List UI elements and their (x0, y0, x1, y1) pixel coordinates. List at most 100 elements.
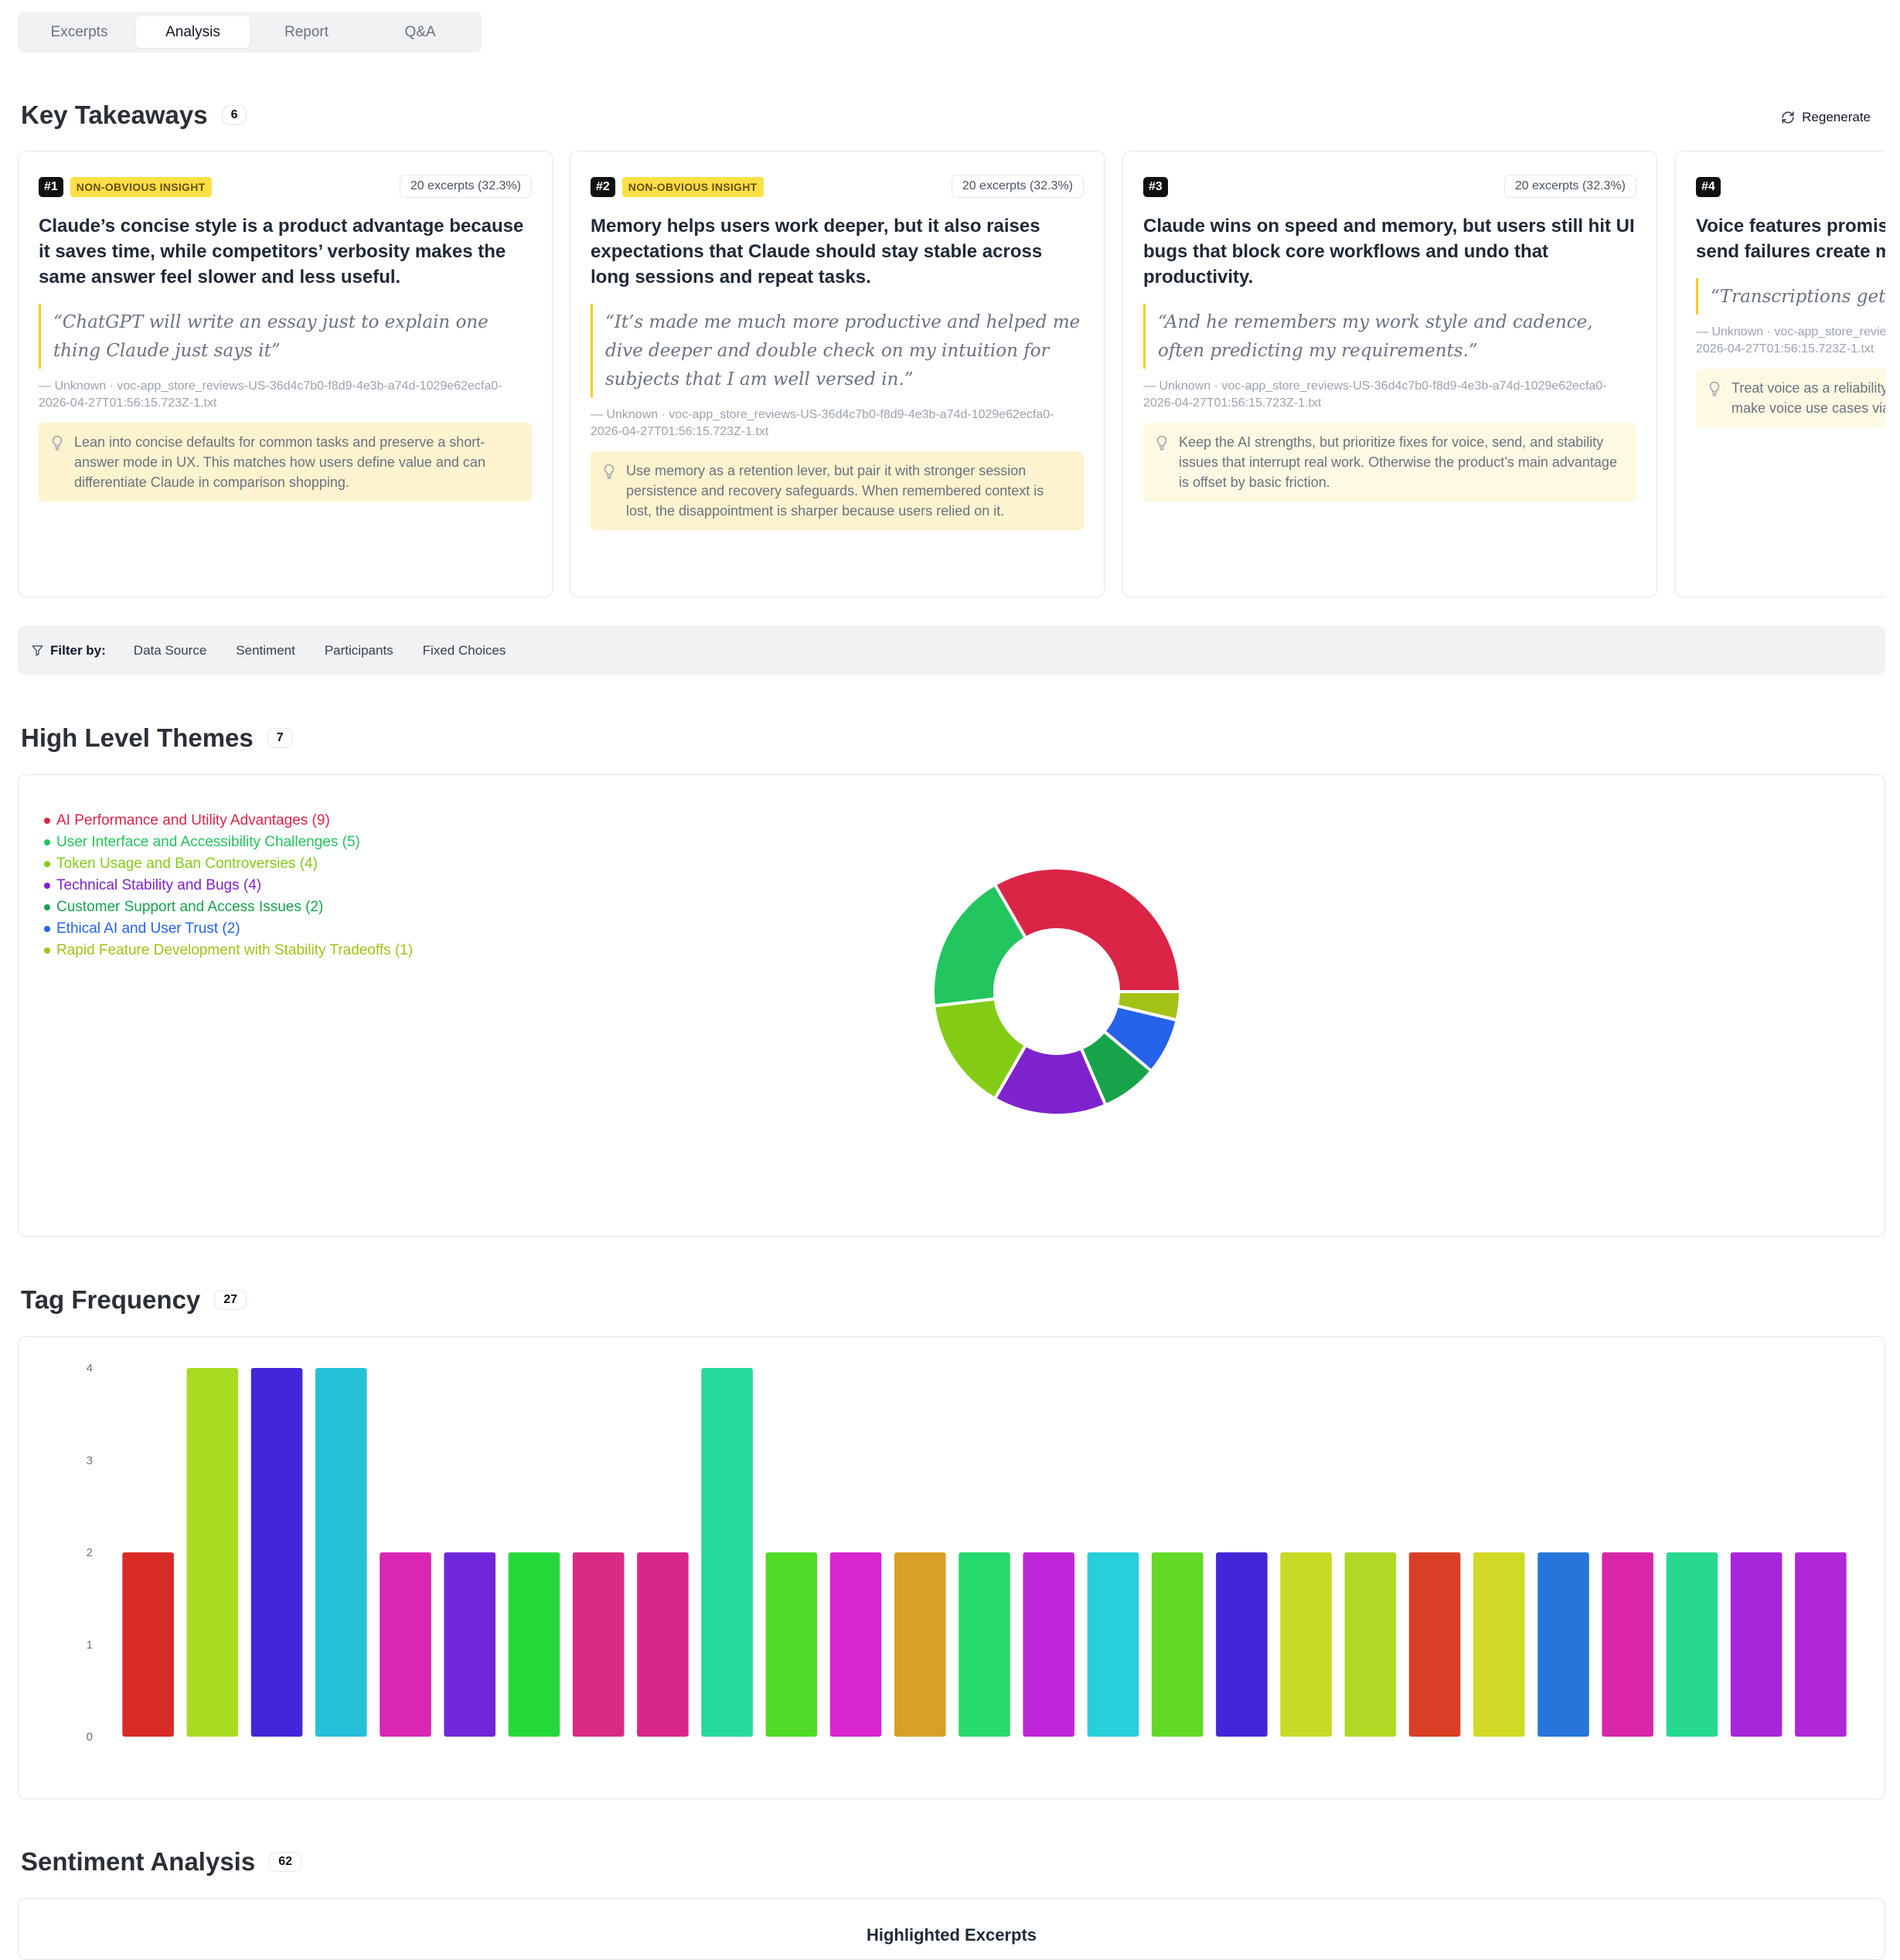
legend-item[interactable]: User Interface and Accessibility Challen… (44, 832, 413, 853)
takeaway-title: Claude’s concise style is a product adva… (39, 216, 524, 288)
insight-badge: NON-OBVIOUS INSIGHT (70, 177, 212, 197)
tag-bar[interactable] (894, 1552, 946, 1737)
takeaway-card-2[interactable]: #2 NON-OBVIOUS INSIGHT 20 excerpts (32.3… (570, 151, 1105, 597)
legend-dot (44, 818, 50, 824)
tag-bar[interactable] (250, 1368, 303, 1737)
tag-frequency-title: Tag Frequency (21, 1285, 201, 1314)
lightbulb-icon (52, 435, 63, 451)
tag-bar[interactable] (444, 1552, 496, 1737)
takeaway-number: #3 (1143, 177, 1168, 197)
tag-bar[interactable] (1344, 1552, 1397, 1737)
tag-bar[interactable] (1023, 1552, 1075, 1737)
takeaway-carousel[interactable]: #1 NON-OBVIOUS INSIGHT 20 excerpts (32.3… (18, 151, 1885, 603)
tab-analysis[interactable]: Analysis (136, 16, 250, 48)
filter-participants[interactable]: Participants (324, 642, 393, 658)
excerpt-count[interactable]: 20 excerpts (32.3%) (399, 175, 532, 198)
tab-excerpts[interactable]: Excerpts (50, 24, 108, 40)
tag-bar[interactable] (829, 1552, 882, 1737)
tag-bar[interactable] (1216, 1552, 1268, 1737)
takeaway-title: Voice features promise speed, but transc… (1696, 216, 1885, 262)
filter-data-source[interactable]: Data Source (133, 642, 207, 658)
sentiment-analysis-header: Sentiment Analysis 62 (21, 1847, 302, 1877)
lightbulb-icon (604, 464, 615, 479)
highlighted-excerpts-title: Highlighted Excerpts (866, 1925, 1037, 1945)
tag-bar[interactable] (1087, 1552, 1139, 1737)
takeaway-number: #4 (1696, 177, 1721, 197)
donut-slice[interactable] (993, 866, 1183, 993)
view-tabs: Excerpts Analysis Report Q&A (18, 12, 482, 53)
lightbulb-icon (1709, 381, 1720, 396)
key-takeaways-header: Key Takeaways 6 (21, 100, 247, 130)
tab-report[interactable]: Report (284, 24, 329, 40)
tag-bar[interactable] (1408, 1552, 1461, 1737)
tag-bar[interactable] (1473, 1552, 1525, 1737)
tag-bar[interactable] (508, 1552, 560, 1737)
excerpt-count[interactable]: 20 excerpts (32.3%) (951, 175, 1084, 198)
tab-qa[interactable]: Q&A (404, 24, 436, 40)
sentiment-analysis-count: 62 (269, 1852, 302, 1872)
filter-bar: Filter by: Data Source Sentiment Partici… (18, 626, 1885, 675)
tag-bar[interactable] (186, 1368, 239, 1737)
recommendation: Use memory as a retention lever, but pai… (591, 451, 1084, 530)
quote-source: — Unknown · voc-app_store_reviews-US-36d… (1143, 379, 1607, 410)
donut-slice[interactable] (993, 1043, 1108, 1117)
tag-bar[interactable] (380, 1552, 431, 1737)
takeaway-card-1[interactable]: #1 NON-OBVIOUS INSIGHT 20 excerpts (32.3… (18, 151, 553, 597)
recommendation: Keep the AI strengths, but prioritize fi… (1143, 423, 1636, 502)
legend-item[interactable]: AI Performance and Utility Advantages (9… (44, 810, 413, 832)
tag-bar[interactable] (765, 1552, 818, 1737)
themes-panel: AI Performance and Utility Advantages (9… (18, 774, 1885, 1237)
legend-dot (44, 883, 50, 889)
donut-slice[interactable] (931, 882, 1028, 1008)
tag-bar[interactable] (1666, 1552, 1718, 1737)
regenerate-label: Regenerate (1802, 110, 1871, 124)
legend-label: Technical Stability and Bugs (4) (56, 877, 262, 893)
tag-bar[interactable] (1730, 1552, 1783, 1737)
takeaway-card-4[interactable]: #4 Voice features promise speed, but tra… (1675, 151, 1885, 597)
card-header: #1 NON-OBVIOUS INSIGHT 20 excerpts (32.3… (39, 173, 532, 201)
card-header: #3 20 excerpts (32.3%) (1143, 173, 1636, 201)
takeaway-quote: “Transcriptions get cut off during recor… (1696, 278, 1885, 315)
quote-source: — Unknown · voc-app_store_reviews-US-36d… (39, 379, 502, 410)
tag-bar[interactable] (959, 1552, 1010, 1737)
refresh-icon (1782, 111, 1794, 124)
takeaway-quote: “ChatGPT will write an essay just to exp… (39, 304, 532, 369)
themes-donut-chart (931, 866, 1183, 1117)
legend-item[interactable]: Technical Stability and Bugs (4) (44, 875, 413, 897)
recommendation: Treat voice as a reliability priority: f… (1696, 369, 1885, 427)
tag-bar[interactable] (1537, 1552, 1589, 1737)
takeaway-quote: “And he remembers my work style and cade… (1143, 304, 1636, 369)
high-level-themes-header: High Level Themes 7 (21, 723, 293, 753)
filter-label: Filter by: (31, 643, 106, 658)
legend-item[interactable]: Token Usage and Ban Controversies (4) (44, 853, 413, 875)
legend-item[interactable]: Customer Support and Access Issues (2) (44, 897, 413, 918)
tag-bar[interactable] (1795, 1552, 1847, 1737)
excerpt-count[interactable]: 20 excerpts (32.3%) (1503, 175, 1636, 198)
legend-item[interactable]: Ethical AI and User Trust (2) (44, 918, 413, 940)
tag-bar[interactable] (572, 1552, 625, 1737)
tag-bar[interactable] (315, 1368, 367, 1737)
tag-bar[interactable] (1602, 1552, 1654, 1737)
legend-item[interactable]: Rapid Feature Development with Stability… (44, 940, 413, 961)
legend-dot (44, 904, 50, 910)
tag-bar[interactable] (122, 1552, 174, 1737)
tag-bar[interactable] (701, 1368, 753, 1737)
tag-bar[interactable] (1151, 1552, 1204, 1737)
takeaway-card-3[interactable]: #3 20 excerpts (32.3%) Claude wins on sp… (1122, 151, 1657, 597)
filter-sentiment[interactable]: Sentiment (236, 642, 295, 658)
lightbulb-icon (1156, 435, 1167, 451)
donut-slice[interactable] (931, 997, 1028, 1101)
legend-label: Customer Support and Access Issues (2) (56, 899, 324, 915)
legend-dot (44, 861, 50, 867)
regenerate-button[interactable]: Regenerate (1781, 110, 1871, 125)
y-tick-label: 0 (87, 1730, 93, 1744)
high-level-themes-title: High Level Themes (21, 723, 254, 752)
takeaway-quote: “It’s made me much more productive and h… (591, 304, 1084, 397)
tag-frequency-panel: 0 1 2 3 4 (18, 1336, 1885, 1799)
tag-bar[interactable] (1280, 1552, 1332, 1737)
filter-fixed-choices[interactable]: Fixed Choices (422, 642, 506, 658)
takeaway-number: #1 (39, 177, 63, 197)
y-tick-label: 4 (87, 1362, 93, 1375)
legend-dot (44, 926, 50, 932)
tag-bar[interactable] (637, 1552, 689, 1737)
